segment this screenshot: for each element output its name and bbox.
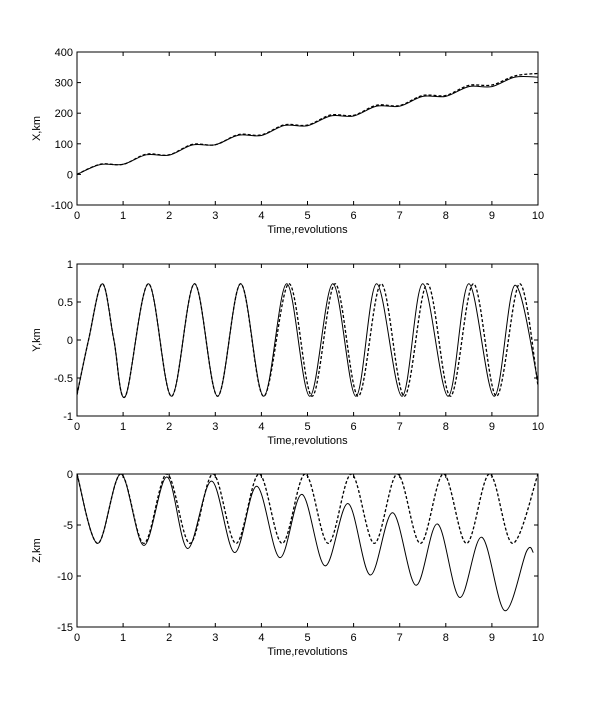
x-tick-label: 8 (443, 421, 449, 433)
subplot-1: 0 1 2 3 4 5 6 7 8 9 10-1000100200300400Time,revolu… (31, 47, 544, 236)
x-tick-label: 9 (489, 632, 495, 644)
x-tick-label: 8 (443, 632, 449, 644)
x-tick-label: 3 (212, 210, 218, 222)
x-tick-label: 6 (351, 210, 357, 222)
x-tick-label: 7 (397, 421, 403, 433)
solid-series-line (77, 474, 534, 612)
y-tick-label: -15 (57, 622, 73, 634)
y-tick-label: 1 (67, 259, 73, 271)
x-tick-label: 6 (351, 632, 357, 644)
x-tick-label: 2 (166, 421, 172, 433)
x-tick-label: 2 (166, 210, 172, 222)
y-tick-label: -0.5 (54, 373, 73, 385)
x-tick-label: 7 (397, 632, 403, 644)
x-tick-label: 6 (351, 421, 357, 433)
x-tick-label: 0 (74, 632, 80, 644)
x-tick-label: 1 (120, 210, 126, 222)
y-tick-label: -10 (57, 571, 73, 583)
subplot-2: 0 1 2 3 4 5 6 7 8 9 10 -1 -0.5 0 0.5 1 Time,revolutions Y… (31, 259, 544, 447)
y-tick-label: 0.5 (58, 297, 73, 309)
x-tick-label: 5 (304, 421, 310, 433)
dashed-series-line (77, 474, 538, 545)
x-tick-label: 4 (258, 421, 264, 433)
x-tick-label: 9 (489, 210, 495, 222)
x-tick-label: 3 (212, 632, 218, 644)
x-tick-label: 9 (489, 421, 495, 433)
y-tick-label: -1 (63, 411, 73, 423)
axes-frame (76, 473, 539, 628)
axes-frame (76, 51, 539, 206)
y-tick-label: 0 (67, 169, 73, 181)
y-axis-label: Z,km (31, 538, 43, 562)
x-tick-label: 4 (258, 210, 264, 222)
x-tick-label: 10 (532, 210, 544, 222)
x-axis-label: Time,revolutions (267, 435, 348, 447)
y-tick-label: 100 (55, 139, 73, 151)
y-tick-label: 0 (67, 335, 73, 347)
y-tick-label: 300 (55, 78, 73, 90)
y-tick-label: 400 (55, 47, 73, 59)
x-tick-label: 0 (74, 210, 80, 222)
x-tick-label: 1 (120, 421, 126, 433)
x-tick-label: 5 (304, 210, 310, 222)
y-axis-label: X,km (31, 116, 43, 141)
x-tick-label: 0 (74, 421, 80, 433)
y-tick-label: 200 (55, 108, 73, 120)
x-tick-label: 1 (120, 632, 126, 644)
y-tick-label: -100 (51, 200, 73, 212)
x-tick-label: 8 (443, 210, 449, 222)
x-tick-label: 2 (166, 632, 172, 644)
x-tick-label: 7 (397, 210, 403, 222)
x-tick-label: 10 (532, 421, 544, 433)
dashed-series-line (77, 283, 538, 399)
x-tick-label: 3 (212, 421, 218, 433)
x-axis-label: Time,revolutions (267, 224, 348, 236)
x-tick-label: 5 (304, 632, 310, 644)
axes-frame (76, 263, 539, 417)
subplot-3: 0 1 2 3 4 5 6 7 8 9 10 -15 -10 -5 0 Time,revolutions Z,k… (31, 469, 544, 658)
y-axis-label: Y,km (31, 328, 43, 352)
y-tick-label: -5 (63, 520, 73, 532)
dashed-series-line (77, 72, 538, 175)
x-axis-label: Time,revolutions (267, 646, 348, 658)
y-tick-label: 0 (67, 469, 73, 481)
x-tick-label: 10 (532, 632, 544, 644)
x-tick-label: 4 (258, 632, 264, 644)
